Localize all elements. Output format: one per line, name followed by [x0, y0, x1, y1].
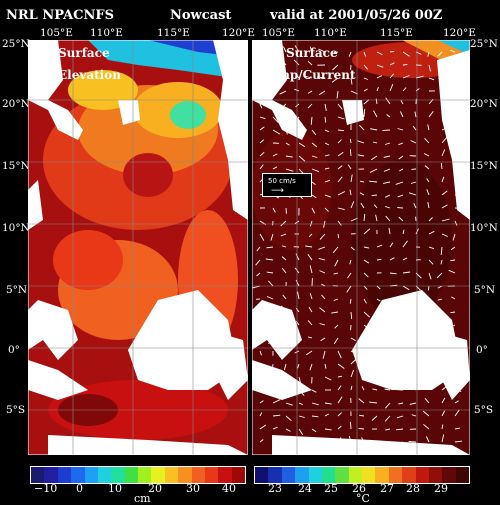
- current-vector: [403, 65, 407, 66]
- current-vector: [390, 51, 394, 52]
- lon-tick: 115°E: [157, 27, 190, 39]
- colorbar-swatch: [442, 467, 455, 483]
- lat-tick: 15°N: [470, 160, 498, 172]
- colorbar-swatch: [402, 467, 415, 483]
- lat-tick: 25°N: [470, 38, 498, 50]
- colorbar-swatch: [151, 467, 164, 483]
- current-vector: [273, 442, 280, 443]
- lat-tick: 0°: [476, 344, 488, 356]
- elevation-map: [28, 40, 248, 455]
- lon-tick: 115°E: [380, 27, 413, 39]
- colorbar-unit: °C: [356, 492, 370, 505]
- colorbar-unit: cm: [134, 492, 151, 505]
- colorbar-swatch: [456, 467, 469, 483]
- colorbar-tick: 25: [324, 482, 338, 495]
- colorbar-swatch: [295, 467, 308, 483]
- lat-tick: 5°S: [6, 404, 25, 416]
- current-vector: [390, 344, 391, 351]
- model-title: NRL NPACNFS: [6, 8, 114, 23]
- colorbar-swatch: [125, 467, 138, 483]
- current-vector: [390, 324, 396, 325]
- colorbar-swatch: [58, 467, 71, 483]
- colorbar-tick: 23: [268, 482, 282, 495]
- colorbar-swatch: [335, 467, 348, 483]
- colorbar-tick: 28: [406, 482, 420, 495]
- lon-tick: 105°E: [40, 27, 73, 39]
- lat-tick: 20°N: [470, 98, 498, 110]
- reference-vector-label: 50 cm/s: [268, 177, 296, 185]
- colorbar-swatch: [138, 467, 151, 483]
- valid-time: valid at 2001/05/26 00Z: [270, 8, 442, 23]
- lat-tick: 5°N: [6, 284, 27, 296]
- colorbar-swatch: [309, 467, 322, 483]
- colorbar-tick: 30: [186, 482, 200, 495]
- reference-vector-box: 50 cm/s ⟶: [262, 173, 312, 197]
- colorbar-tick: 10: [108, 482, 122, 495]
- right-panel-label-2: Temp/Current: [262, 68, 355, 82]
- colorbar-tick: 0: [76, 482, 83, 495]
- colorbar-swatch: [232, 467, 245, 483]
- colorbar-tick: 29: [434, 482, 448, 495]
- product-title: Nowcast: [170, 8, 231, 23]
- colorbar-swatch: [349, 467, 362, 483]
- colorbar-tick: 27: [380, 482, 394, 495]
- current-vector: [350, 139, 351, 143]
- current-vector: [409, 442, 416, 443]
- colorbar-swatch: [44, 467, 57, 483]
- colorbar-tick: 24: [298, 482, 312, 495]
- colorbar-swatch: [322, 467, 335, 483]
- left-panel-label-1: Surface: [58, 46, 110, 60]
- colorbar-tick: 40: [222, 482, 236, 495]
- colorbar-swatch: [205, 467, 218, 483]
- lon-tick: 110°E: [90, 27, 123, 39]
- colorbar-swatch: [98, 467, 111, 483]
- colorbar-swatch: [178, 467, 191, 483]
- colorbar-swatch: [268, 467, 281, 483]
- colorbar-swatch: [31, 467, 44, 483]
- lon-tick: 105°E: [262, 27, 295, 39]
- lat-tick: 10°N: [2, 222, 30, 234]
- colorbar-swatch: [375, 467, 388, 483]
- colorbar-tick: −10: [34, 482, 57, 495]
- right-panel-label-1: Surface: [286, 46, 338, 60]
- current-vector: [350, 149, 351, 156]
- left-panel-label-2: Elevation: [58, 68, 121, 82]
- colorbar-swatch: [362, 467, 375, 483]
- lat-tick: 15°N: [2, 160, 30, 172]
- current-vector: [395, 390, 403, 391]
- colorbar-swatch: [282, 467, 295, 483]
- current-vector: [351, 422, 352, 429]
- lat-tick: 10°N: [470, 222, 498, 234]
- temperature-current-map: [252, 40, 470, 455]
- colorbar-swatch: [255, 467, 268, 483]
- lat-tick: 5°S: [474, 404, 493, 416]
- colorbar-swatch: [416, 467, 429, 483]
- lon-tick: 120°E: [222, 27, 255, 39]
- current-vector: [359, 428, 365, 429]
- reference-arrow-icon: ⟶: [271, 187, 284, 196]
- current-vector: [372, 195, 377, 196]
- lat-tick: 5°N: [474, 284, 495, 296]
- current-vector: [428, 286, 429, 290]
- lat-tick: 20°N: [2, 98, 30, 110]
- elevation-colorbar: [30, 466, 246, 484]
- lat-tick: 25°N: [2, 38, 30, 50]
- colorbar-swatch: [111, 467, 124, 483]
- colorbar-swatch: [71, 467, 84, 483]
- colorbar-swatch: [429, 467, 442, 483]
- current-vector: [403, 325, 409, 326]
- colorbar-swatch: [192, 467, 205, 483]
- colorbar-swatch: [85, 467, 98, 483]
- lon-tick: 110°E: [314, 27, 347, 39]
- colorbar-swatch: [165, 467, 178, 483]
- colorbar-swatch: [218, 467, 231, 483]
- current-vector: [273, 364, 274, 368]
- lat-tick: 0°: [8, 344, 20, 356]
- colorbar-swatch: [389, 467, 402, 483]
